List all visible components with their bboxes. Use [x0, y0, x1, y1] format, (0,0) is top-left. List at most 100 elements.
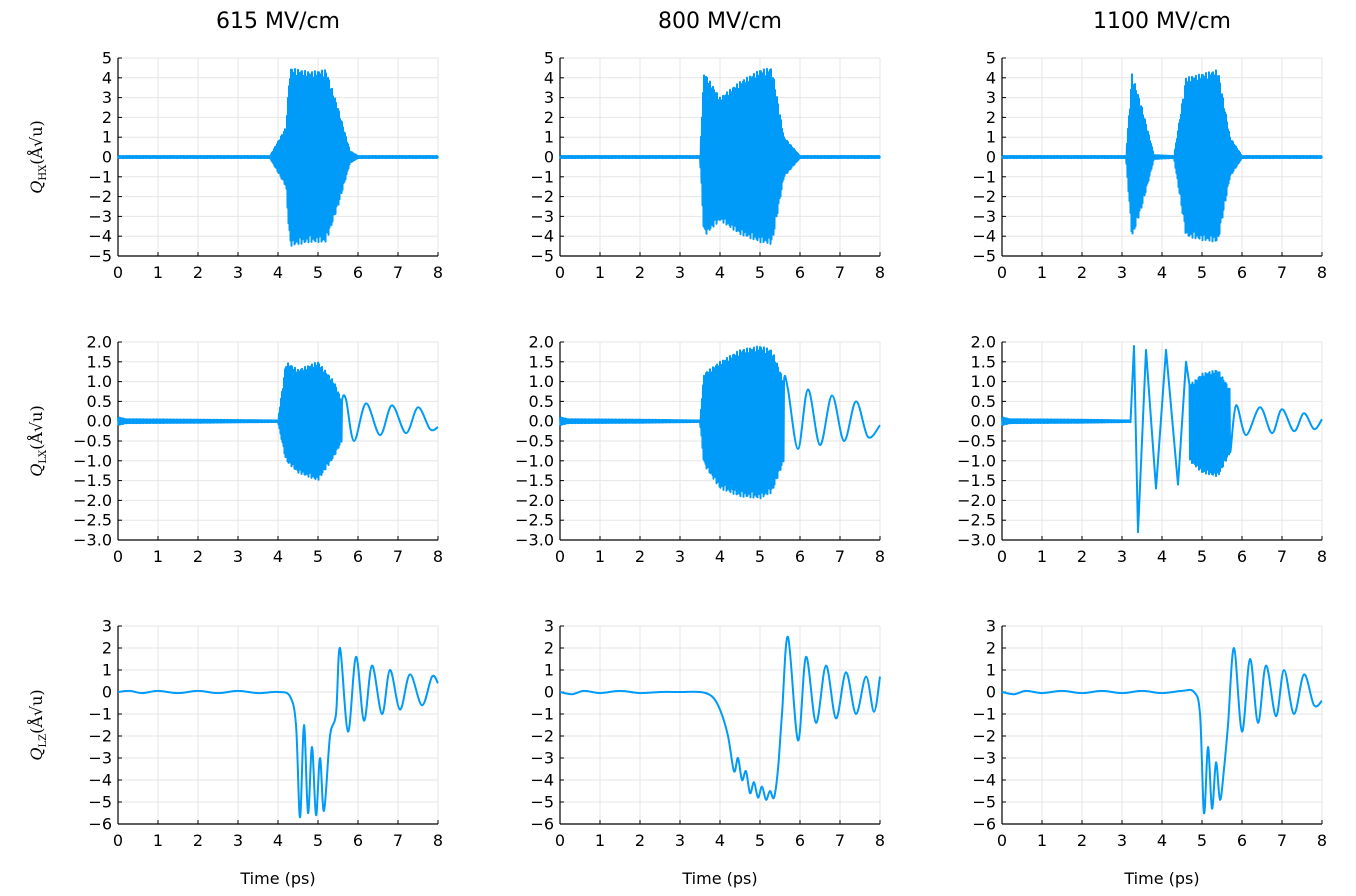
x-tick-label: 2 [1077, 831, 1087, 850]
y-tick-label: 1.5 [87, 352, 112, 371]
y-axis-label: QLZ(Å√u) [26, 689, 49, 760]
y-tick-label: −5 [530, 247, 554, 266]
y-tick-label: 2 [986, 108, 996, 127]
x-tick-label: 6 [795, 263, 805, 282]
y-tick-label: 3 [102, 88, 112, 107]
y-tick-label: −2 [530, 727, 554, 746]
y-tick-label: −0.5 [515, 432, 554, 451]
x-tick-label: 3 [675, 831, 685, 850]
y-label-subscript: LX [38, 449, 49, 464]
y-label-subscript: LZ [38, 734, 49, 748]
column-title: 1100 MV/cm [1093, 9, 1231, 34]
series-line [1001, 646, 1323, 815]
x-tick-label: 3 [675, 547, 685, 566]
x-tick-label: 2 [193, 263, 203, 282]
x-tick-label: 7 [1277, 547, 1287, 566]
column-title: 800 MV/cm [658, 9, 782, 34]
x-tick-label: 3 [1117, 263, 1127, 282]
x-tick-label: 0 [555, 263, 565, 282]
y-tick-label: 1.0 [529, 372, 554, 391]
y-tick-label: −1 [530, 705, 554, 724]
x-tick-label: 0 [113, 263, 123, 282]
y-tick-label: −3.0 [73, 531, 112, 550]
y-tick-label: 2 [986, 639, 996, 658]
y-tick-label: −1 [972, 705, 996, 724]
y-label-unit: (Å√u) [26, 120, 46, 165]
x-tick-label: 7 [393, 547, 403, 566]
y-tick-label: 5 [102, 49, 112, 68]
x-tick-label: 6 [353, 547, 363, 566]
x-tick-label: 2 [1077, 263, 1087, 282]
y-tick-label: −4 [530, 227, 554, 246]
y-tick-label: 1.5 [529, 352, 554, 371]
x-tick-label: 8 [433, 263, 443, 282]
y-tick-label: −0.5 [957, 432, 996, 451]
y-tick-label: −2 [88, 727, 112, 746]
y-tick-label: 0 [544, 148, 554, 167]
y-tick-label: 0 [544, 683, 554, 702]
x-tick-label: 4 [715, 831, 725, 850]
y-tick-label: −3 [972, 749, 996, 768]
x-tick-label: 8 [875, 547, 885, 566]
x-tick-label: 1 [153, 831, 163, 850]
y-tick-label: −6 [972, 815, 996, 834]
y-tick-label: 1.5 [971, 352, 996, 371]
series-line [559, 635, 881, 801]
x-tick-label: 3 [1117, 547, 1127, 566]
y-tick-label: 1 [544, 661, 554, 680]
x-tick-label: 5 [755, 831, 765, 850]
y-tick-label: −1.5 [73, 471, 112, 490]
x-tick-label: 4 [1157, 263, 1167, 282]
x-tick-label: 2 [635, 831, 645, 850]
y-tick-label: −4 [88, 227, 112, 246]
y-tick-label: 0 [986, 683, 996, 702]
y-tick-label: 2 [102, 639, 112, 658]
y-tick-label: 0.5 [87, 392, 112, 411]
y-label-unit: (Å√u) [26, 405, 46, 450]
column-title: 615 MV/cm [216, 9, 340, 34]
x-tick-label: 4 [273, 547, 283, 566]
x-tick-label: 2 [193, 547, 203, 566]
y-tick-label: 3 [986, 88, 996, 107]
x-tick-label: 8 [1317, 263, 1327, 282]
y-tick-label: 2.0 [971, 333, 996, 352]
series-line [117, 646, 439, 819]
x-tick-label: 8 [433, 831, 443, 850]
y-tick-label: 1 [102, 128, 112, 147]
x-tick-label: 8 [875, 831, 885, 850]
y-tick-label: −0.5 [73, 432, 112, 451]
x-tick-label: 4 [715, 547, 725, 566]
y-tick-label: −2 [88, 187, 112, 206]
y-tick-label: −2 [972, 187, 996, 206]
y-tick-label: −2.5 [515, 511, 554, 530]
x-tick-label: 2 [193, 831, 203, 850]
y-tick-label: −3.0 [515, 531, 554, 550]
y-label-subscript: HX [38, 164, 49, 181]
y-tick-label: 1.0 [87, 372, 112, 391]
y-tick-label: 0.5 [529, 392, 554, 411]
x-tick-label: 8 [1317, 831, 1327, 850]
y-tick-label: −3.0 [957, 531, 996, 550]
x-tick-label: 6 [795, 831, 805, 850]
y-tick-label: 1 [986, 661, 996, 680]
x-tick-label: 3 [233, 831, 243, 850]
x-tick-label: 0 [113, 547, 123, 566]
x-tick-label: 4 [715, 263, 725, 282]
y-tick-label: 1 [544, 128, 554, 147]
x-tick-label: 1 [595, 263, 605, 282]
x-tick-label: 6 [795, 547, 805, 566]
y-tick-label: 2 [102, 108, 112, 127]
series-line [1001, 345, 1323, 534]
x-tick-label: 5 [313, 831, 323, 850]
y-tick-label: −4 [972, 771, 996, 790]
x-tick-label: 6 [1237, 831, 1247, 850]
x-tick-label: 6 [353, 263, 363, 282]
y-tick-label: −2.0 [515, 491, 554, 510]
y-tick-label: 4 [986, 68, 996, 87]
y-tick-label: −1 [530, 167, 554, 186]
subplot-r1c1: 0 1 2 3 4 5 6 7 8−3.0−2.5−2.0−1.5−1.0−0.50.00.51… [515, 333, 885, 567]
x-tick-label: 0 [997, 263, 1007, 282]
x-tick-label: 4 [273, 263, 283, 282]
